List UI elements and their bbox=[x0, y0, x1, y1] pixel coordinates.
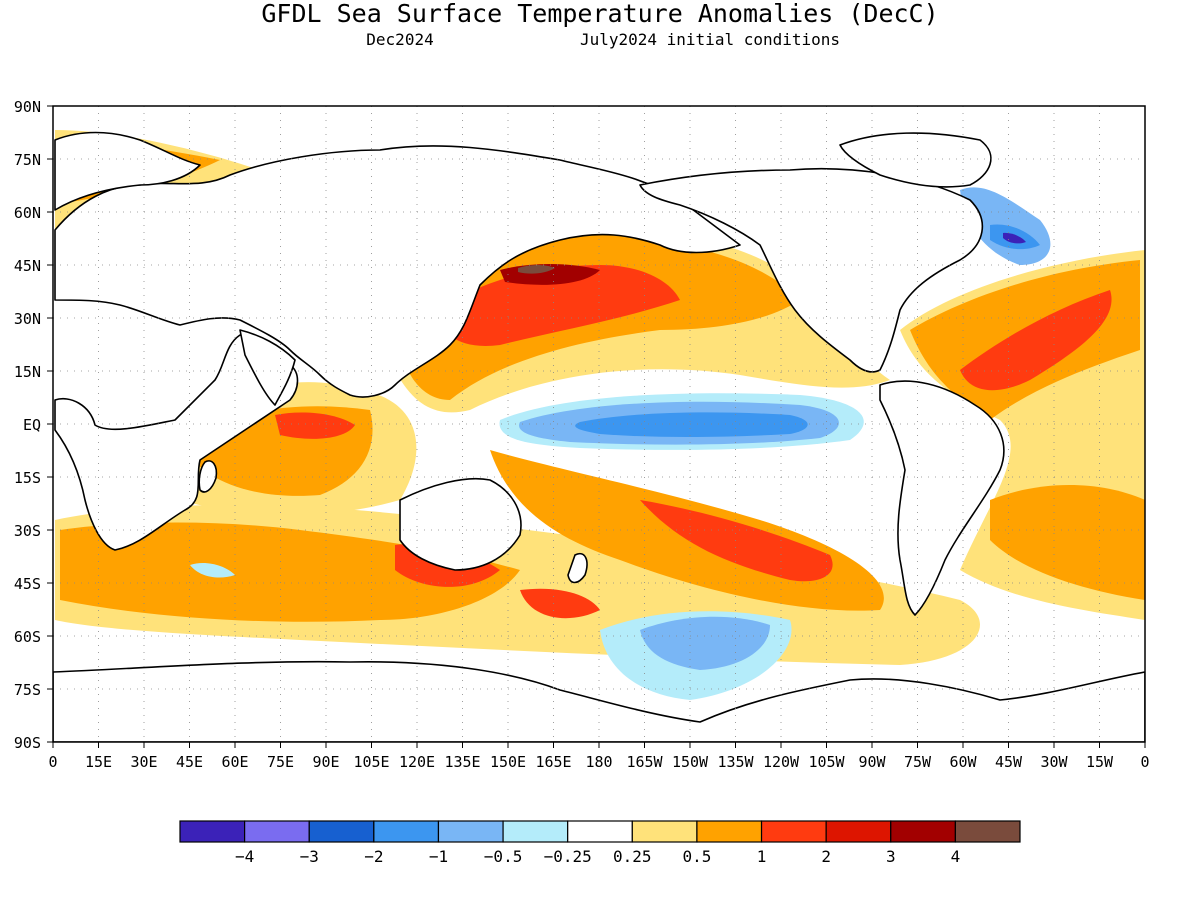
lat-label: 60N bbox=[14, 204, 41, 222]
europe-outline bbox=[54, 131, 201, 211]
colorbar-swatch bbox=[308, 820, 375, 843]
lon-label: 150W bbox=[672, 753, 709, 771]
india-outline bbox=[239, 329, 296, 406]
colorbar-swatch bbox=[760, 820, 827, 843]
lon-label: 30E bbox=[130, 753, 157, 771]
colorbar-label: −0.5 bbox=[484, 847, 523, 866]
lat-label: 30S bbox=[14, 522, 41, 540]
colorbar-label: 0.25 bbox=[613, 847, 652, 866]
eurasia-outline bbox=[54, 145, 741, 398]
longitude-labels: 0 15E 30E 45E 60E 75E 90E 105E 120E 135E 150E 165E 1… bbox=[48, 742, 1150, 771]
lat-label: EQ bbox=[23, 416, 41, 434]
colorbar-swatch bbox=[825, 820, 892, 843]
figure-initial-conditions: July2024 initial conditions bbox=[580, 30, 840, 49]
colorbar-label: −0.25 bbox=[544, 847, 592, 866]
lon-label: 60E bbox=[221, 753, 248, 771]
cold-pacific-tongue-core bbox=[575, 412, 808, 437]
lon-label: 15W bbox=[1086, 753, 1114, 771]
lat-label: 45S bbox=[14, 575, 41, 593]
lon-label: 90W bbox=[858, 753, 886, 771]
colorbar-label: 4 bbox=[951, 847, 961, 866]
lon-label: 105E bbox=[353, 753, 389, 771]
colorbar-swatches bbox=[179, 820, 1021, 843]
colorbar-swatch bbox=[437, 820, 504, 843]
warm-southern-strong bbox=[520, 588, 600, 619]
lat-label: 30N bbox=[14, 310, 41, 328]
lon-label: 150E bbox=[490, 753, 526, 771]
south-america-outline bbox=[879, 380, 1005, 616]
lon-label: 60W bbox=[949, 753, 977, 771]
lat-label: 15N bbox=[14, 363, 41, 381]
warm-south-pacific-strong bbox=[640, 500, 833, 582]
lon-label: 135E bbox=[444, 753, 480, 771]
colorbar-labels: −4 −3 −2 −1 −0.5 −0.25 0.25 0.5 1 2 3 4 bbox=[235, 847, 960, 866]
colorbar-label: −4 bbox=[235, 847, 254, 866]
lon-label: 165E bbox=[535, 753, 571, 771]
lon-label: 165W bbox=[626, 753, 663, 771]
warm-kuroshio-peak bbox=[518, 265, 555, 274]
colorbar-label: −3 bbox=[300, 847, 319, 866]
madagascar-outline bbox=[198, 460, 218, 493]
colorbar-label: 0.5 bbox=[682, 847, 711, 866]
colorbar-label: 3 bbox=[886, 847, 896, 866]
colorbar-swatch bbox=[502, 820, 569, 843]
colorbar-swatch bbox=[244, 820, 310, 843]
lon-label: 0 bbox=[1140, 753, 1149, 771]
warm-south-atlantic-moderate bbox=[990, 485, 1145, 600]
lon-label: 75E bbox=[267, 753, 294, 771]
graticule bbox=[53, 106, 1145, 742]
colorbar-swatch bbox=[954, 820, 1021, 843]
lat-label: 45N bbox=[14, 257, 41, 275]
new-zealand-outline bbox=[567, 553, 588, 584]
colorbar-swatch bbox=[373, 820, 440, 843]
figure-date: Dec2024 bbox=[366, 30, 433, 49]
africa-outline bbox=[54, 334, 299, 551]
colorbar-label: 2 bbox=[821, 847, 831, 866]
lon-label: 30W bbox=[1040, 753, 1068, 771]
colorbar-swatch bbox=[890, 820, 956, 843]
lon-label: 135W bbox=[717, 753, 754, 771]
latitude-labels: 90N 75N 60N 45N 30N 15N EQ 15S 30S 45S 60S 75S 90S bbox=[14, 98, 53, 752]
lon-label: 120E bbox=[399, 753, 435, 771]
lon-label: 0 bbox=[48, 753, 57, 771]
colorbar-label: −1 bbox=[429, 847, 448, 866]
figure-title: GFDL Sea Surface Temperature Anomalies (… bbox=[261, 0, 938, 28]
lon-label: 45W bbox=[995, 753, 1023, 771]
colorbar-swatch bbox=[179, 820, 246, 843]
lon-label: 75W bbox=[904, 753, 932, 771]
lat-label: 15S bbox=[14, 469, 41, 487]
lon-label: 105W bbox=[808, 753, 845, 771]
lat-label: 75S bbox=[14, 681, 41, 699]
greenland-outline bbox=[839, 132, 992, 188]
cold-south-indian-patch bbox=[190, 563, 235, 578]
warm-north-pacific-strong bbox=[440, 265, 680, 346]
cold-north-atlantic-peak bbox=[1003, 232, 1026, 244]
colorbar-swatch bbox=[567, 820, 633, 843]
lat-label: 90N bbox=[14, 98, 41, 116]
lon-label: 15E bbox=[85, 753, 112, 771]
colorbar-swatch bbox=[631, 820, 698, 843]
lon-label: 120W bbox=[763, 753, 800, 771]
lat-label: 60S bbox=[14, 628, 41, 646]
colorbar: −4 −3 −2 −1 −0.5 −0.25 0.25 0.5 1 2 3 4 bbox=[179, 820, 1021, 866]
australia-outline bbox=[399, 477, 522, 571]
north-america-outline bbox=[639, 167, 984, 373]
warm-north-atlantic-strong bbox=[960, 290, 1112, 391]
colorbar-swatch bbox=[696, 820, 763, 843]
lat-label: 90S bbox=[14, 734, 41, 752]
colorbar-label: −2 bbox=[364, 847, 383, 866]
map-panel: 90N 75N 60N 45N 30N 15N EQ 15S 30S 45S 60S 75S 90S 0… bbox=[14, 98, 1150, 771]
colorbar-label: 1 bbox=[757, 847, 767, 866]
lon-label: 45E bbox=[176, 753, 203, 771]
lat-label: 75N bbox=[14, 151, 41, 169]
warm-indian-strong bbox=[275, 412, 355, 439]
lon-label: 180 bbox=[585, 753, 612, 771]
cold-southern-mid bbox=[640, 616, 770, 670]
lon-label: 90E bbox=[312, 753, 339, 771]
